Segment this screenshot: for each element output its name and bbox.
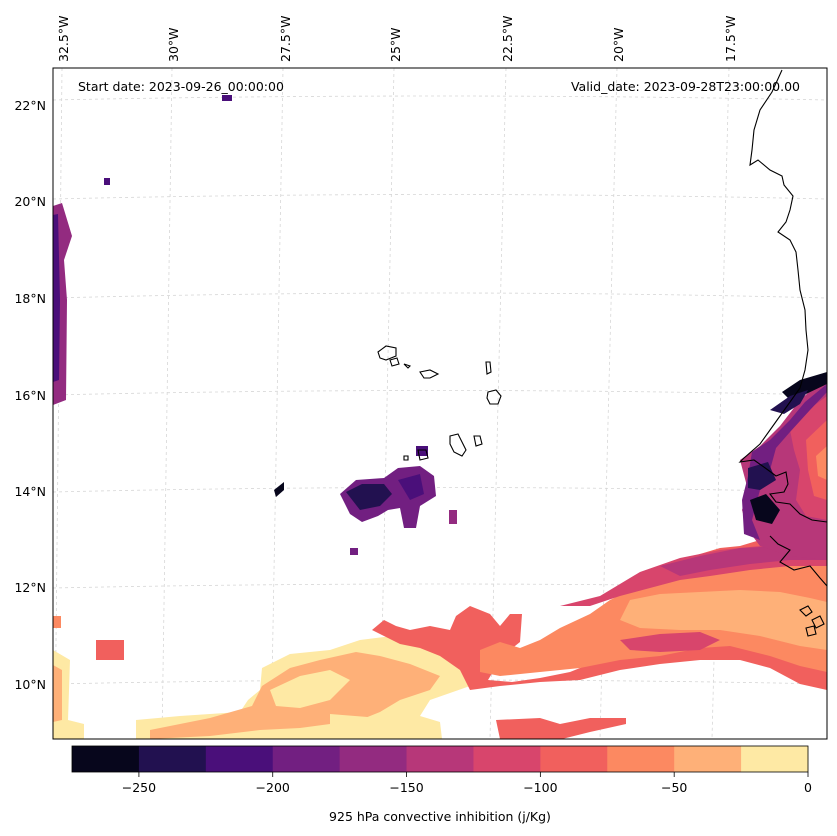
- cape-verde-santo-antao: [377, 345, 397, 361]
- cape-verde-boa-vista: [486, 389, 502, 405]
- parallel-22n: [52, 95, 828, 101]
- colorbar-swatch: [674, 746, 742, 772]
- colorbar-swatch: [607, 746, 675, 772]
- lon-label-25w: 25°W: [388, 27, 403, 62]
- colorbar-tick-label: 0: [804, 780, 812, 795]
- lon-label-22-5w: 22.5°W: [500, 16, 515, 62]
- coastlines: [377, 69, 828, 637]
- parallel-12n: [52, 583, 828, 589]
- cape-verde-sal: [485, 361, 492, 375]
- colorbar-tick-label: −200: [256, 780, 290, 795]
- lat-label-18n: 18°N: [14, 291, 46, 306]
- contour-central-blob-east: [398, 474, 424, 500]
- lat-label-20n: 20°N: [14, 194, 46, 209]
- map-axes-frame: [52, 67, 828, 740]
- colorbar-frame: [71, 745, 809, 773]
- contour-west-strip-core: [53, 214, 60, 382]
- bissau-islands: [799, 605, 825, 637]
- colorbar-swatch: [72, 746, 140, 772]
- contour-speck-2: [222, 95, 232, 101]
- colorbar-tick-label: −250: [122, 780, 156, 795]
- cape-verde-brava: [403, 455, 409, 461]
- colorbar-tick-label: −150: [389, 780, 423, 795]
- colorbar-tick-label: −50: [661, 780, 687, 795]
- colorbar-swatch: [272, 746, 341, 772]
- parallel-16n: [52, 390, 828, 396]
- cape-verde-sao-vicente: [389, 357, 400, 367]
- contour-speck-5: [274, 482, 284, 497]
- contour-speck-7: [96, 640, 124, 660]
- cape-verde-fogo: [417, 449, 429, 461]
- parallel-10n: [52, 679, 828, 685]
- contour-southeast-light: [620, 590, 827, 650]
- longitude-labels: 32.5°W 30°W 27.5°W 25°W 22.5°W 20°W 17.5…: [56, 16, 738, 62]
- colorbar-swatch: [473, 746, 541, 772]
- contour-coast-dark: [748, 390, 808, 490]
- colorbar-swatch: [205, 746, 274, 772]
- cape-verde-santa-luzia: [403, 363, 412, 369]
- colorbar-label: 925 hPa convective inhibition (j/Kg): [329, 809, 551, 824]
- contour-central-blob-core: [346, 484, 392, 510]
- cape-verde-sao-nicolau: [419, 369, 440, 379]
- contour-coast-darkest: [750, 372, 827, 524]
- colorbar-swatches: [72, 746, 809, 772]
- cin-filled-contours: [53, 95, 827, 739]
- colorbar-swatch: [339, 746, 408, 772]
- colorbar-swatch: [741, 746, 809, 772]
- contour-coast-purple: [742, 384, 827, 540]
- parallel-18n: [52, 292, 828, 299]
- colorbar-ticks: −250 −200 −150 −100 −50 0: [122, 772, 812, 795]
- contour-speck-8: [53, 616, 61, 628]
- lon-label-20w: 20°W: [611, 27, 626, 62]
- valid-date-label: Valid_date: 2023-09-28T23:00:00.00: [571, 79, 800, 94]
- lat-label-22n: 22°N: [14, 98, 46, 113]
- colorbar-swatch: [138, 746, 207, 772]
- cape-verde-maio: [473, 435, 483, 447]
- contour-speck-1: [104, 178, 110, 185]
- colorbar: −250 −200 −150 −100 −50 0 925 hPa convective …: [71, 745, 812, 824]
- lat-label-12n: 12°N: [14, 580, 46, 595]
- africa-coastline: [738, 69, 828, 523]
- meridian-30w: [161, 67, 173, 740]
- cape-verde-santiago: [449, 433, 467, 457]
- lon-label-32-5w: 32.5°W: [56, 16, 71, 62]
- lat-label-14n: 14°N: [14, 484, 46, 499]
- contour-south-inner: [270, 670, 420, 734]
- parallel-14n: [52, 487, 828, 493]
- contour-speck-3: [449, 510, 457, 524]
- contour-coast-peach: [816, 446, 827, 480]
- colorbar-swatch: [406, 746, 474, 772]
- lat-label-10n: 10°N: [14, 677, 46, 692]
- start-date-label: Start date: 2023-09-26_00:00:00: [78, 79, 284, 94]
- latitude-labels: 22°N 20°N 18°N 16°N 14°N 12°N 10°N: [14, 98, 46, 692]
- colorbar-tick-label: −100: [523, 780, 557, 795]
- lon-label-27-5w: 27.5°W: [278, 16, 293, 62]
- lon-label-30w: 30°W: [166, 27, 181, 62]
- africa-coast-south: [769, 535, 828, 587]
- lat-label-16n: 16°N: [14, 388, 46, 403]
- colorbar-swatch: [540, 746, 608, 772]
- parallel-20n: [52, 194, 828, 200]
- lon-label-17-5w: 17.5°W: [723, 16, 738, 62]
- contour-speck-4: [350, 548, 358, 555]
- meridian-27-5w: [270, 67, 284, 740]
